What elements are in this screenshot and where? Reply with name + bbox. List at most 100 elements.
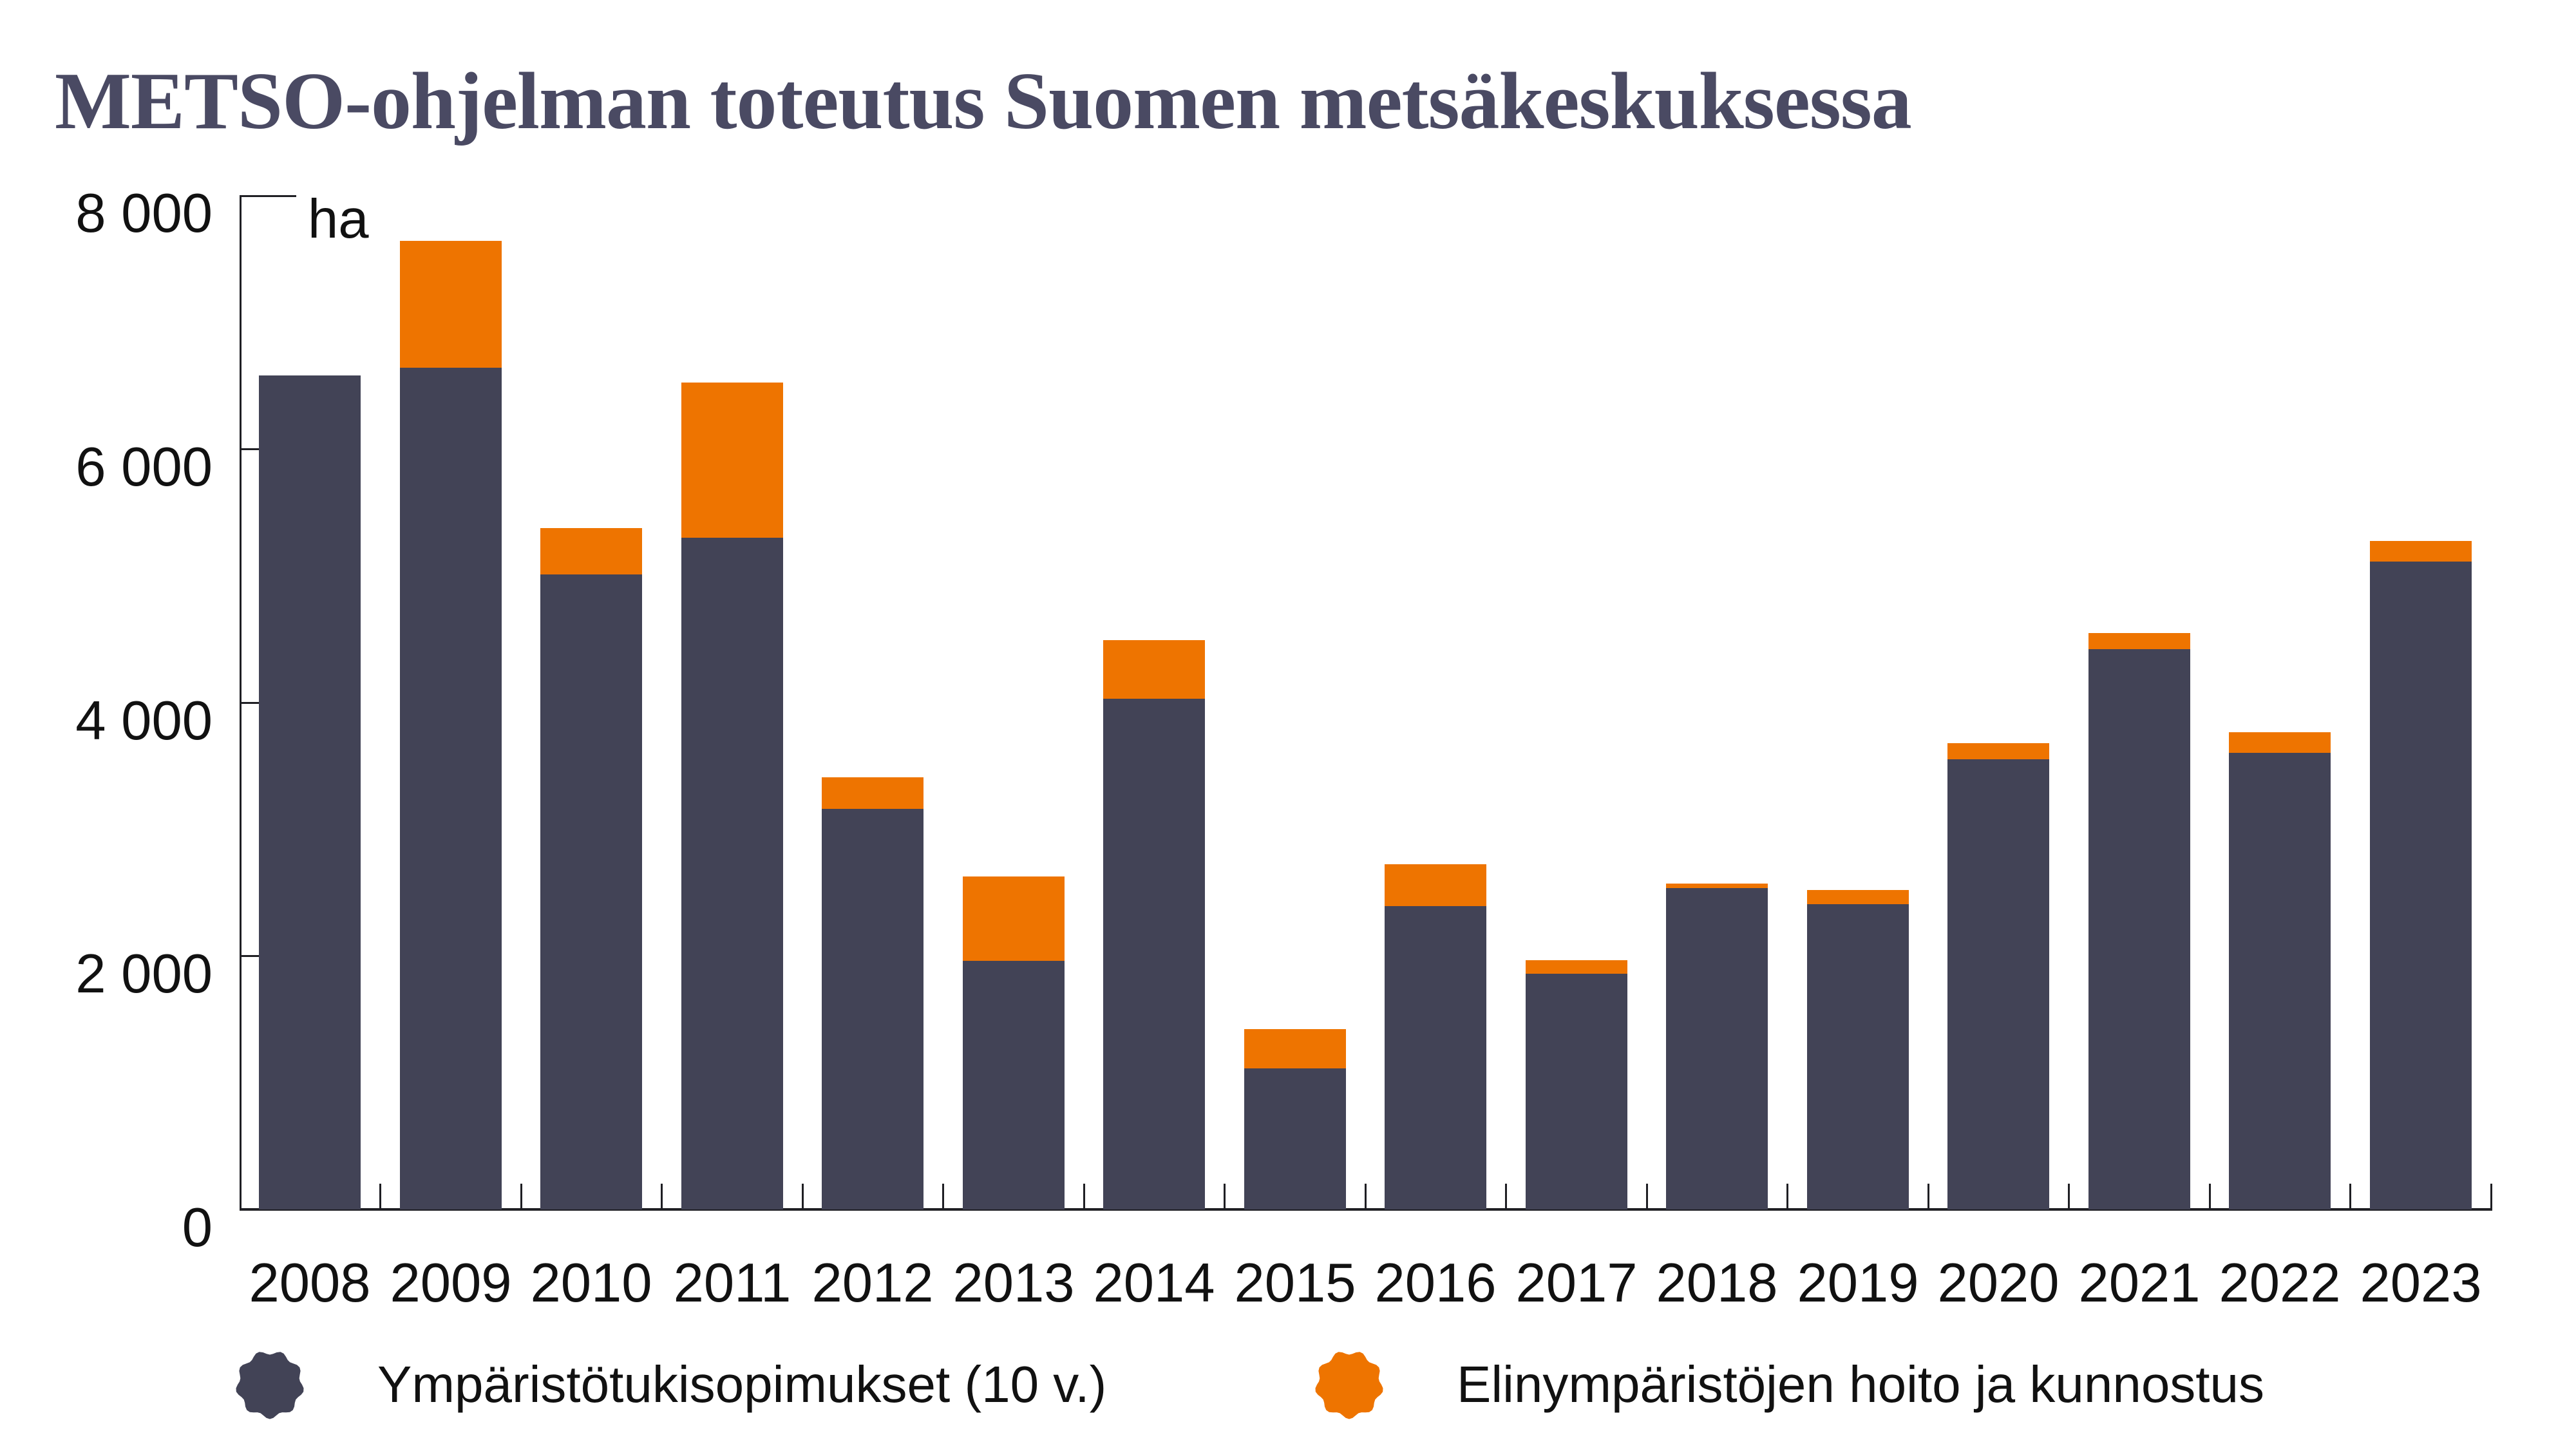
bar-segment-dark — [1244, 1068, 1346, 1209]
bar-2010 — [540, 528, 642, 1209]
x-tick — [1927, 1184, 1929, 1209]
bar-segment-orange — [400, 241, 502, 368]
bar-segment-orange — [681, 383, 783, 538]
bar-segment-dark — [1666, 888, 1768, 1209]
dark-pebble-icon — [234, 1349, 305, 1420]
x-tick — [2490, 1184, 2492, 1209]
bar-segment-dark — [2088, 649, 2190, 1209]
bar-segment-dark — [822, 809, 923, 1209]
bar-segment-dark — [1103, 699, 1205, 1209]
bar-segment-dark — [2229, 753, 2331, 1209]
legend-item-ymparistotukisopimukset: Ympäristötukisopimukset (10 v.) — [234, 1345, 1106, 1425]
y-tick-label: 6 000 — [75, 437, 213, 498]
bar-segment-dark — [1526, 974, 1627, 1209]
x-tick-label: 2016 — [1374, 1253, 1497, 1314]
bar-2017 — [1526, 960, 1627, 1209]
x-tick-label: 2020 — [1937, 1253, 2060, 1314]
legend-label: Ympäristötukisopimukset (10 v.) — [377, 1356, 1107, 1413]
x-tick-label: 2023 — [2360, 1253, 2482, 1314]
y-tick-label: 8 000 — [75, 183, 213, 244]
orange-pebble-icon — [1314, 1349, 1385, 1420]
y-tick-label: 4 000 — [75, 690, 213, 752]
bar-segment-orange — [1666, 884, 1768, 888]
x-tick-label: 2022 — [2219, 1253, 2341, 1314]
bar-2022 — [2229, 732, 2331, 1209]
y-axis-unit-tick — [240, 195, 296, 197]
bar-segment-dark — [259, 375, 361, 1209]
x-tick-label: 2009 — [390, 1253, 512, 1314]
y-tick-label: 2 000 — [75, 943, 213, 1005]
y-tick-label: 0 — [182, 1197, 213, 1258]
x-tick — [802, 1184, 804, 1209]
y-axis-line — [240, 195, 242, 1209]
legend: Ympäristötukisopimukset (10 v.) Elinympä… — [0, 1345, 2576, 1425]
x-tick — [2209, 1184, 2211, 1209]
bar-segment-dark — [1947, 759, 2049, 1209]
bar-segment-dark — [540, 574, 642, 1209]
y-axis-unit-label: ha — [308, 189, 369, 250]
x-tick-label: 2015 — [1234, 1253, 1356, 1314]
bar-2015 — [1244, 1029, 1346, 1209]
x-tick — [379, 1184, 381, 1209]
bar-2016 — [1385, 864, 1486, 1209]
x-tick-label: 2008 — [249, 1253, 371, 1314]
y-tick — [242, 955, 260, 957]
bar-2008 — [259, 375, 361, 1209]
bar-2011 — [681, 383, 783, 1209]
bar-2012 — [822, 777, 923, 1209]
bar-segment-orange — [1385, 864, 1486, 906]
x-tick — [520, 1184, 522, 1209]
x-tick — [2349, 1184, 2351, 1209]
bar-segment-dark — [681, 538, 783, 1209]
bar-segment-orange — [1244, 1029, 1346, 1068]
x-tick — [2068, 1184, 2070, 1209]
y-tick — [242, 448, 260, 450]
x-tick — [661, 1184, 663, 1209]
x-tick-label: 2011 — [673, 1253, 791, 1314]
x-tick-label: 2014 — [1093, 1253, 1215, 1314]
bar-segment-orange — [540, 528, 642, 574]
bar-segment-dark — [963, 961, 1065, 1209]
x-tick-label: 2019 — [1797, 1253, 1919, 1314]
legend-label: Elinympäristöjen hoito ja kunnostus — [1457, 1356, 2265, 1413]
bar-segment-orange — [1947, 743, 2049, 759]
x-tick — [1646, 1184, 1648, 1209]
x-tick — [942, 1184, 944, 1209]
x-tick-label: 2013 — [952, 1253, 1075, 1314]
bar-2020 — [1947, 743, 2049, 1209]
bar-segment-orange — [1807, 890, 1909, 904]
bar-segment-orange — [2088, 633, 2190, 649]
bar-segment-dark — [1385, 906, 1486, 1209]
bar-segment-orange — [1526, 960, 1627, 974]
bar-segment-orange — [2370, 541, 2472, 562]
x-tick-label: 2021 — [2078, 1253, 2201, 1314]
x-tick-label: 2018 — [1656, 1253, 1778, 1314]
x-tick — [1224, 1184, 1226, 1209]
x-tick — [1083, 1184, 1085, 1209]
bar-2019 — [1807, 890, 1909, 1209]
bar-segment-orange — [822, 777, 923, 809]
bar-2018 — [1666, 884, 1768, 1209]
bar-2014 — [1103, 640, 1205, 1209]
x-tick-label: 2010 — [530, 1253, 652, 1314]
bar-2013 — [963, 876, 1065, 1209]
bar-segment-orange — [2229, 732, 2331, 753]
bar-2021 — [2088, 633, 2190, 1209]
chart-title: METSO-ohjelman toteutus Suomen metsäkesk… — [55, 57, 1912, 146]
x-tick-label: 2012 — [811, 1253, 934, 1314]
bar-segment-orange — [963, 876, 1065, 961]
bar-segment-dark — [1807, 904, 1909, 1209]
bar-2023 — [2370, 541, 2472, 1209]
legend-item-elinymparistojen-hoito: Elinympäristöjen hoito ja kunnostus — [1314, 1345, 2264, 1425]
bar-segment-dark — [2370, 562, 2472, 1209]
x-tick-label: 2017 — [1515, 1253, 1638, 1314]
x-tick — [1505, 1184, 1507, 1209]
x-axis-line — [240, 1208, 2492, 1211]
x-tick — [1786, 1184, 1788, 1209]
y-tick — [242, 702, 260, 704]
x-tick — [1365, 1184, 1367, 1209]
bar-2009 — [400, 241, 502, 1209]
bar-segment-dark — [400, 368, 502, 1209]
